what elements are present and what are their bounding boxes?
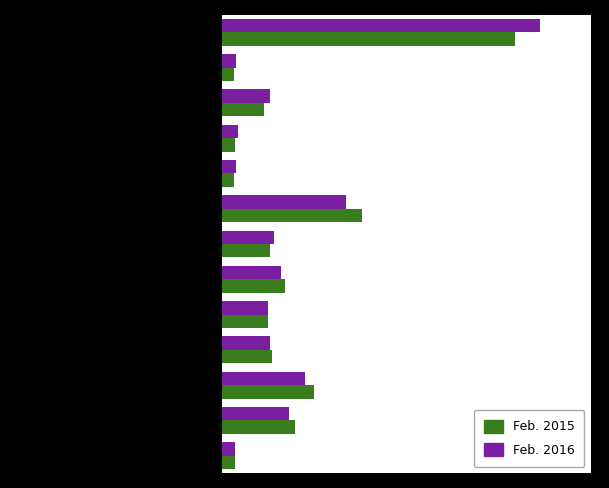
Bar <box>222 421 295 434</box>
Bar <box>222 67 234 81</box>
Bar <box>222 456 235 469</box>
Bar <box>222 89 270 103</box>
Bar <box>222 231 275 244</box>
Bar <box>222 54 236 67</box>
Bar <box>222 350 272 363</box>
Bar <box>222 372 305 385</box>
Bar <box>222 385 314 399</box>
Bar <box>222 19 540 32</box>
Bar <box>222 279 284 293</box>
Bar <box>222 125 238 138</box>
Bar <box>222 266 281 279</box>
Bar <box>222 138 235 152</box>
Bar <box>222 32 515 46</box>
Bar <box>222 103 264 116</box>
Bar <box>222 209 362 222</box>
Bar <box>222 407 289 421</box>
Legend: Feb. 2015, Feb. 2016: Feb. 2015, Feb. 2016 <box>474 410 585 467</box>
Bar <box>222 195 346 209</box>
Bar <box>222 336 270 350</box>
Bar <box>222 315 268 328</box>
Bar <box>222 173 234 187</box>
Bar <box>222 301 268 315</box>
Bar <box>222 160 236 173</box>
Bar <box>222 244 270 257</box>
Bar <box>222 442 235 456</box>
